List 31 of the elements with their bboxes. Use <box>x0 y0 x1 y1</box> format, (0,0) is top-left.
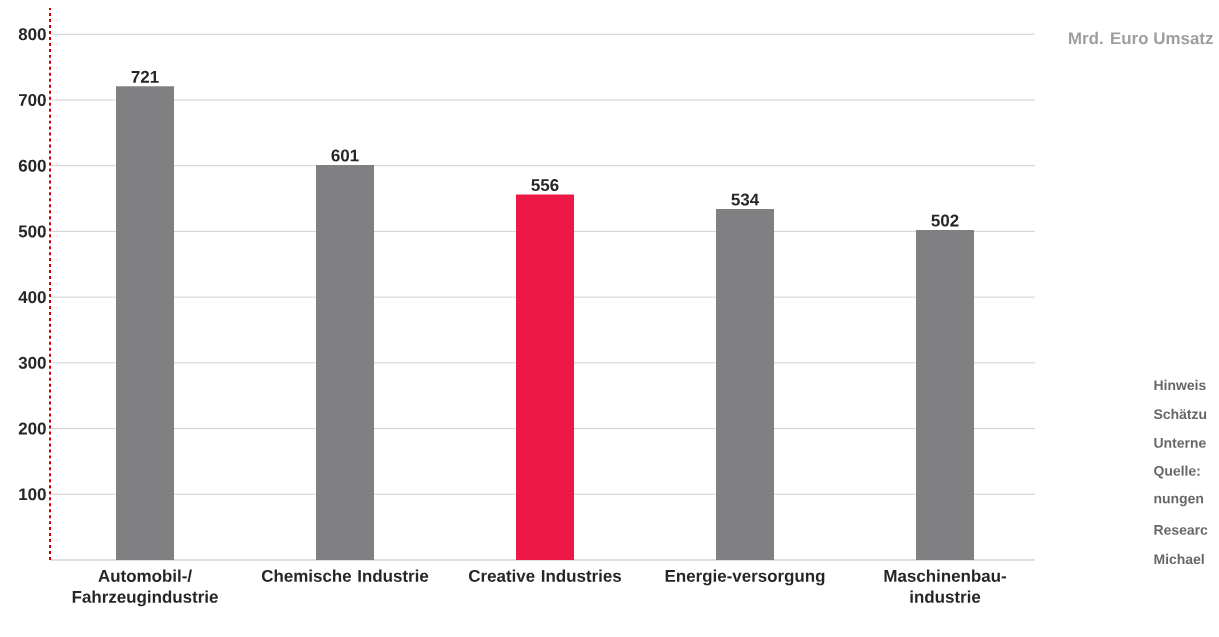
text: Unterne <box>1154 438 1206 448</box>
text: Michael <box>1154 553 1204 565</box>
y-tick-label: 500 <box>18 225 46 238</box>
data-label: 601 <box>331 149 359 162</box>
y-tick-label: 700 <box>18 93 46 106</box>
x-tick-label: Chemische Industrie <box>261 569 429 582</box>
data-label: 556 <box>531 179 559 192</box>
text: Hinweis <box>1154 379 1206 391</box>
x-tick-label: Maschinenbau-industrie <box>884 569 1006 603</box>
bar <box>916 230 975 560</box>
source-note: Quelle: <box>1154 465 1200 479</box>
y-tick-label: 800 <box>18 28 46 41</box>
x-tick-label: Creative Industries <box>468 569 622 582</box>
x-tick-label: Energie-versorgung <box>665 569 825 586</box>
text: nungen <box>1154 495 1204 507</box>
bar <box>716 209 775 560</box>
data-label: 502 <box>931 214 959 227</box>
text: Researc <box>1154 525 1208 535</box>
y-tick-label: 400 <box>18 291 46 304</box>
bar <box>516 194 575 560</box>
data-label: 721 <box>131 70 159 83</box>
text: Schätzu <box>1153 408 1207 420</box>
y-axis-title: Mrd. Euro Umsatz <box>1069 31 1213 45</box>
bar <box>316 165 375 560</box>
y-tick-label: 200 <box>18 422 46 435</box>
y-tick-label: 100 <box>19 488 46 501</box>
data-label: 534 <box>731 193 760 206</box>
y-tick-label: 600 <box>18 159 46 172</box>
x-tick-label: Automobil-/ Fahrzeugindustrie <box>72 569 218 607</box>
y-tick-label: 300 <box>18 356 46 369</box>
bar <box>116 86 175 560</box>
